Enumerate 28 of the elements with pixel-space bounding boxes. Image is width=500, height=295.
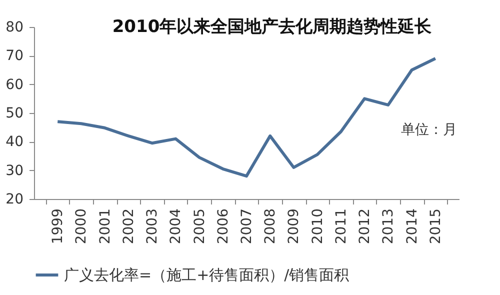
x-tick-label: 2003 (144, 208, 161, 244)
annotation: 单位：月 (401, 122, 457, 138)
legend-label: 广义去化率=（施工+待售面积）/销售面积 (64, 266, 350, 284)
y-tick-label: 20 (6, 192, 24, 208)
x-tick-label: 2008 (262, 208, 279, 244)
x-tick-label: 1999 (50, 208, 66, 244)
x-tick-label: 2004 (168, 208, 184, 244)
x-tick-label: 2010 (310, 208, 326, 244)
chart-title: 2010年以来全国地产去化周期趋势性延长 (112, 17, 433, 37)
x-tick-label: 2006 (215, 208, 232, 244)
line-series (56, 57, 437, 178)
y-tick-label: 50 (6, 106, 24, 122)
x-tick-label: 2012 (357, 208, 374, 244)
x-tick-label: 2009 (286, 208, 302, 244)
x-tick-label: 2000 (74, 208, 90, 244)
y-tick-label: 60 (6, 76, 24, 93)
y-tick-label: 40 (6, 134, 24, 150)
x-tick-label: 2011 (333, 208, 350, 244)
x-tick-label: 2001 (97, 208, 114, 244)
x-tick-label: 2013 (380, 208, 397, 244)
y-tick-label: 30 (6, 162, 24, 179)
x-tick-label: 2005 (192, 208, 208, 244)
x-tick-label: 2002 (120, 208, 137, 244)
y-tick-label: 80 (6, 20, 24, 36)
x-tick-label: 2015 (428, 208, 444, 244)
x-tick-label: 2007 (239, 208, 255, 244)
y-tick-label: 70 (6, 48, 24, 64)
x-tick-label: 2014 (404, 208, 420, 244)
